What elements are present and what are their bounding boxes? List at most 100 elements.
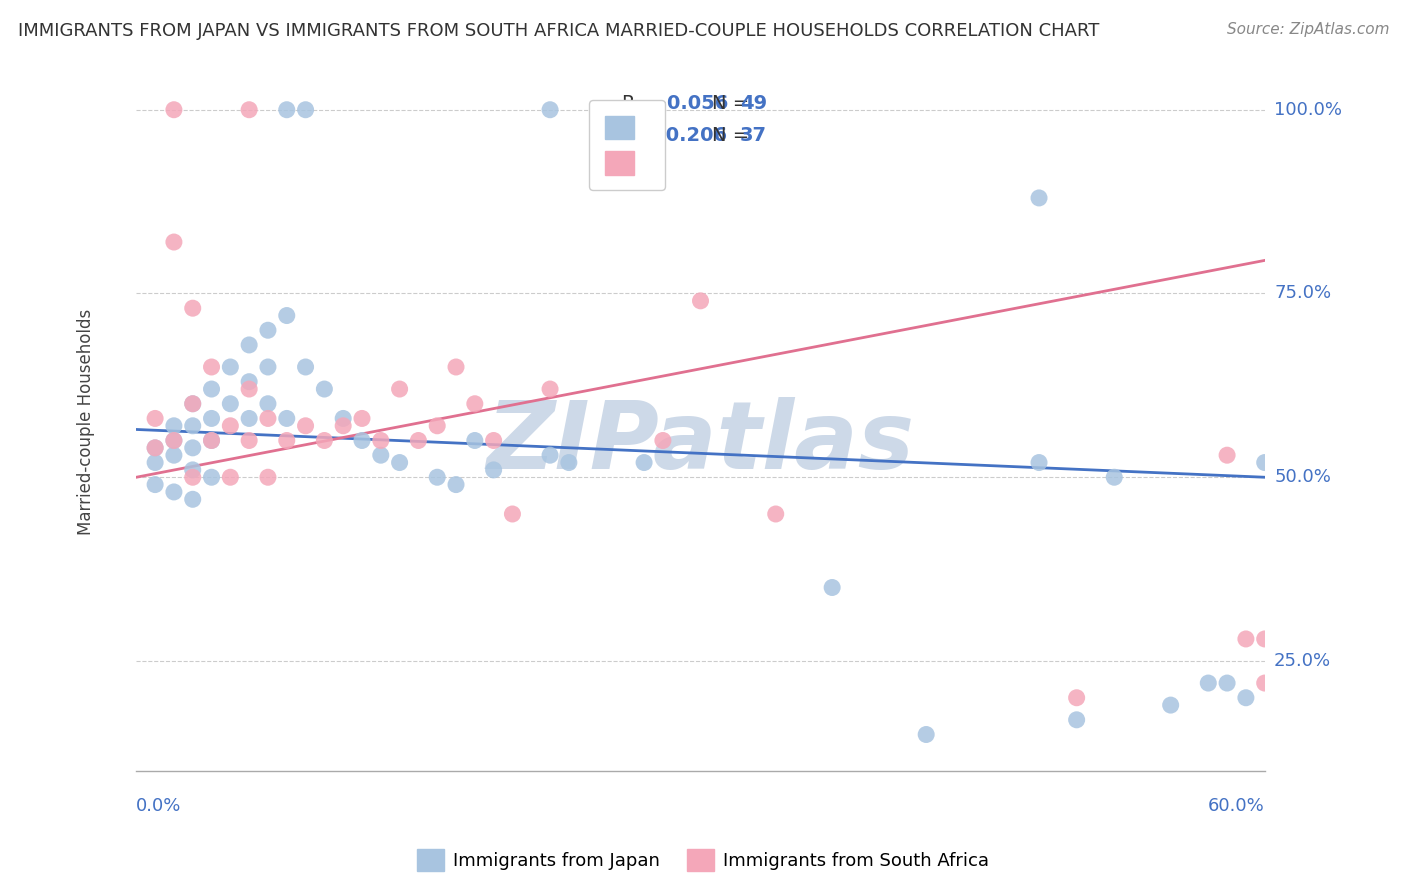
Legend: , : , bbox=[589, 100, 665, 190]
Point bbox=[444, 477, 467, 491]
Point bbox=[257, 411, 280, 425]
Point bbox=[276, 309, 298, 323]
Point bbox=[332, 411, 354, 425]
Point bbox=[1216, 676, 1239, 690]
Point bbox=[821, 581, 844, 595]
Text: 37: 37 bbox=[740, 127, 768, 145]
Point bbox=[200, 359, 222, 374]
Text: 100.0%: 100.0% bbox=[1274, 101, 1343, 119]
Text: 0.0%: 0.0% bbox=[136, 797, 181, 815]
Point bbox=[163, 103, 186, 117]
Point bbox=[163, 448, 186, 462]
Point bbox=[181, 397, 204, 411]
Point bbox=[238, 382, 260, 396]
Point bbox=[314, 434, 336, 448]
Point bbox=[276, 434, 298, 448]
Point bbox=[388, 382, 411, 396]
Point bbox=[1066, 713, 1088, 727]
Text: ZIPatlas: ZIPatlas bbox=[486, 397, 914, 489]
Point bbox=[200, 434, 222, 448]
Point bbox=[200, 411, 222, 425]
Point bbox=[538, 103, 561, 117]
Text: IMMIGRANTS FROM JAPAN VS IMMIGRANTS FROM SOUTH AFRICA MARRIED-COUPLE HOUSEHOLDS : IMMIGRANTS FROM JAPAN VS IMMIGRANTS FROM… bbox=[18, 22, 1099, 40]
Point bbox=[1104, 470, 1126, 484]
Point bbox=[276, 103, 298, 117]
Point bbox=[257, 397, 280, 411]
Point bbox=[257, 323, 280, 337]
Point bbox=[1234, 690, 1257, 705]
Point bbox=[200, 382, 222, 396]
Text: N =: N = bbox=[711, 127, 755, 145]
Point bbox=[1028, 191, 1050, 205]
Point bbox=[294, 359, 316, 374]
Point bbox=[181, 418, 204, 433]
Point bbox=[181, 441, 204, 455]
Point bbox=[314, 382, 336, 396]
Legend: Immigrants from Japan, Immigrants from South Africa: Immigrants from Japan, Immigrants from S… bbox=[409, 842, 997, 879]
Point bbox=[181, 301, 204, 316]
Point bbox=[1028, 456, 1050, 470]
Point bbox=[294, 103, 316, 117]
Point bbox=[426, 418, 449, 433]
Point bbox=[238, 375, 260, 389]
Point bbox=[1197, 676, 1219, 690]
Point bbox=[482, 434, 505, 448]
Point bbox=[370, 434, 392, 448]
Point bbox=[1066, 690, 1088, 705]
Point bbox=[388, 456, 411, 470]
Text: 60.0%: 60.0% bbox=[1208, 797, 1265, 815]
Point bbox=[558, 456, 581, 470]
Text: Married-couple Households: Married-couple Households bbox=[76, 309, 94, 535]
Text: 0.206: 0.206 bbox=[659, 127, 727, 145]
Point bbox=[143, 477, 166, 491]
Text: -0.056: -0.056 bbox=[659, 95, 728, 113]
Point bbox=[219, 359, 242, 374]
Point bbox=[219, 397, 242, 411]
Text: N =: N = bbox=[711, 95, 755, 113]
Point bbox=[1160, 698, 1182, 712]
Point bbox=[200, 434, 222, 448]
Point bbox=[163, 418, 186, 433]
Point bbox=[181, 397, 204, 411]
Point bbox=[200, 470, 222, 484]
Point bbox=[219, 418, 242, 433]
Text: 75.0%: 75.0% bbox=[1274, 285, 1331, 302]
Point bbox=[501, 507, 523, 521]
Point bbox=[143, 441, 166, 455]
Point bbox=[238, 103, 260, 117]
Point bbox=[651, 434, 673, 448]
Point bbox=[444, 359, 467, 374]
Point bbox=[163, 235, 186, 249]
Point bbox=[143, 441, 166, 455]
Point bbox=[765, 507, 787, 521]
Point bbox=[538, 382, 561, 396]
Point bbox=[633, 456, 655, 470]
Point bbox=[238, 338, 260, 352]
Point bbox=[238, 411, 260, 425]
Text: 49: 49 bbox=[740, 95, 768, 113]
Point bbox=[482, 463, 505, 477]
Point bbox=[238, 434, 260, 448]
Text: 50.0%: 50.0% bbox=[1274, 468, 1331, 486]
Point bbox=[257, 359, 280, 374]
Point bbox=[1254, 676, 1277, 690]
Point bbox=[143, 411, 166, 425]
Point bbox=[1254, 632, 1277, 646]
Point bbox=[181, 470, 204, 484]
Point bbox=[332, 418, 354, 433]
Text: Source: ZipAtlas.com: Source: ZipAtlas.com bbox=[1226, 22, 1389, 37]
Point bbox=[181, 463, 204, 477]
Point bbox=[257, 470, 280, 484]
Point bbox=[163, 434, 186, 448]
Point bbox=[464, 397, 486, 411]
Text: R =: R = bbox=[621, 95, 664, 113]
Point bbox=[408, 434, 430, 448]
Point bbox=[181, 492, 204, 507]
Point bbox=[350, 411, 373, 425]
Point bbox=[294, 418, 316, 433]
Point bbox=[1216, 448, 1239, 462]
Point bbox=[464, 434, 486, 448]
Point bbox=[370, 448, 392, 462]
Point bbox=[163, 485, 186, 500]
Point bbox=[219, 470, 242, 484]
